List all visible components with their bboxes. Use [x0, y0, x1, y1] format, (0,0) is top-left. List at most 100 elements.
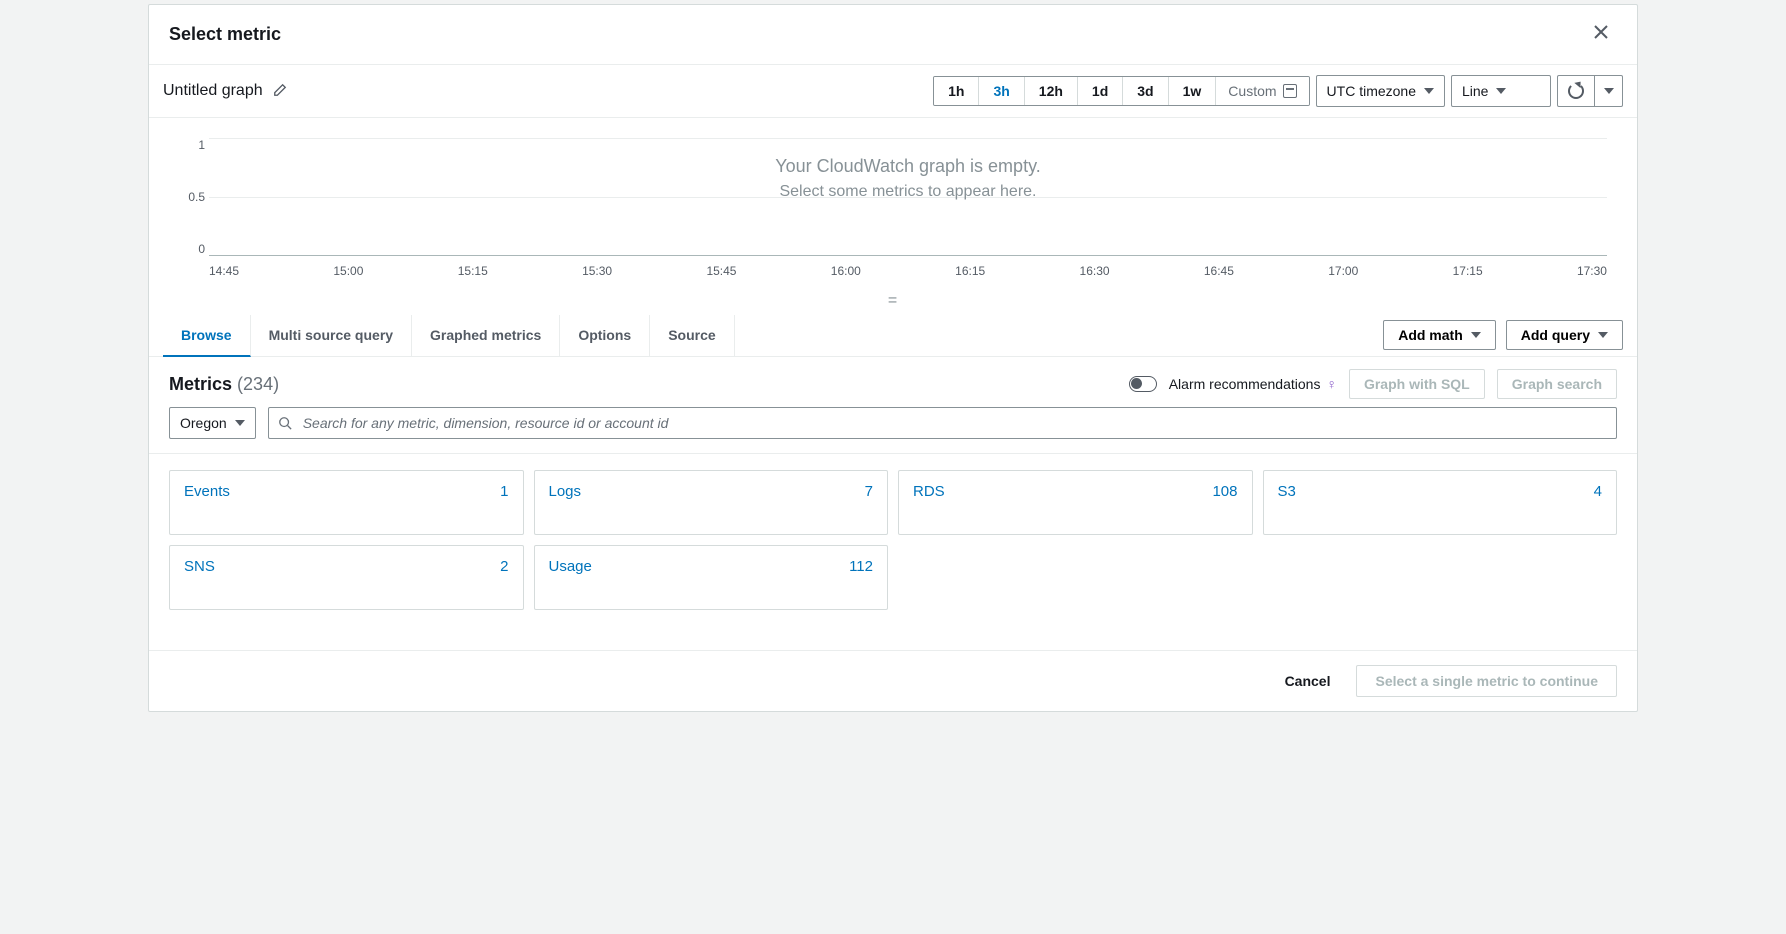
y-tick: 0: [181, 242, 205, 256]
empty-line1: Your CloudWatch graph is empty.: [209, 156, 1607, 177]
namespace-count: 1: [500, 483, 508, 500]
namespace-count: 112: [849, 558, 873, 575]
timezone-label: UTC timezone: [1327, 83, 1416, 99]
tabs: Browse Multi source query Graphed metric…: [163, 315, 735, 356]
namespace-name: Events: [184, 483, 230, 500]
chart-type-select[interactable]: Line: [1451, 75, 1551, 107]
namespace-card[interactable]: SNS 2: [169, 545, 524, 610]
chevron-down-icon: [1496, 88, 1506, 94]
tab-options[interactable]: Options: [560, 315, 650, 356]
modal-header: Select metric: [149, 5, 1637, 65]
search-icon: [278, 416, 292, 430]
range-3h[interactable]: 3h: [979, 77, 1024, 105]
chart-plot: Your CloudWatch graph is empty. Select s…: [209, 138, 1607, 256]
close-button[interactable]: [1585, 19, 1617, 50]
search-wrap: [268, 407, 1617, 439]
namespace-card[interactable]: S3 4: [1263, 470, 1618, 535]
chevron-down-icon: [1471, 332, 1481, 338]
pencil-icon: [273, 83, 287, 97]
refresh-group: [1557, 75, 1623, 107]
graph-sql-button[interactable]: Graph with SQL: [1349, 369, 1485, 399]
range-1d[interactable]: 1d: [1078, 77, 1123, 105]
alarm-recommendations-label: Alarm recommendations ♀: [1169, 376, 1337, 392]
add-query-button[interactable]: Add query: [1506, 320, 1623, 350]
namespace-name: S3: [1278, 483, 1296, 500]
y-axis: 1 0.5 0: [181, 138, 205, 256]
namespace-card[interactable]: Logs 7: [534, 470, 889, 535]
chevron-down-icon: [1604, 88, 1614, 94]
x-tick: 15:45: [706, 264, 736, 278]
namespace-count: 2: [500, 558, 508, 575]
x-tick: 15:15: [458, 264, 488, 278]
custom-label: Custom: [1228, 83, 1276, 99]
namespace-name: Usage: [549, 558, 592, 575]
time-range-group: 1h 3h 12h 1d 3d 1w Custom: [933, 76, 1309, 106]
empty-state: Your CloudWatch graph is empty. Select s…: [209, 156, 1607, 201]
range-1w[interactable]: 1w: [1169, 77, 1217, 105]
region-select[interactable]: Oregon: [169, 407, 256, 439]
metrics-header: Metrics (234) Alarm recommendations ♀ Gr…: [149, 357, 1637, 407]
empty-line2: Select some metrics to appear here.: [209, 183, 1607, 201]
range-3d[interactable]: 3d: [1123, 77, 1168, 105]
namespace-name: SNS: [184, 558, 215, 575]
tabs-row: Browse Multi source query Graphed metric…: [149, 314, 1637, 357]
range-custom[interactable]: Custom: [1216, 77, 1308, 105]
chevron-down-icon: [1598, 332, 1608, 338]
cancel-button[interactable]: Cancel: [1275, 667, 1341, 695]
alarm-toggle[interactable]: [1129, 376, 1157, 392]
resize-handle[interactable]: =: [149, 288, 1637, 314]
x-axis: 14:45 15:00 15:15 15:30 15:45 16:00 16:1…: [209, 264, 1607, 278]
calendar-icon: [1283, 84, 1297, 98]
timezone-select[interactable]: UTC timezone: [1316, 75, 1445, 107]
refresh-options-button[interactable]: [1595, 75, 1623, 107]
tab-multi-source[interactable]: Multi source query: [251, 315, 412, 356]
metrics-title: Metrics: [169, 374, 232, 394]
x-tick: 16:00: [831, 264, 861, 278]
chevron-down-icon: [1424, 88, 1434, 94]
continue-button: Select a single metric to continue: [1356, 665, 1617, 697]
graph-toolbar: Untitled graph 1h 3h 12h 1d 3d 1w Custom…: [149, 65, 1637, 118]
x-tick: 16:45: [1204, 264, 1234, 278]
graph-search-button[interactable]: Graph search: [1497, 369, 1617, 399]
add-math-label: Add math: [1398, 327, 1463, 343]
namespace-card[interactable]: Events 1: [169, 470, 524, 535]
gridline: [209, 138, 1607, 139]
y-tick: 1: [181, 138, 205, 152]
chart: 1 0.5 0 Your CloudWatch graph is empty. …: [209, 138, 1607, 278]
x-tick: 15:00: [333, 264, 363, 278]
refresh-button[interactable]: [1557, 75, 1595, 107]
metrics-actions: Alarm recommendations ♀ Graph with SQL G…: [1129, 369, 1617, 399]
namespace-count: 7: [865, 483, 873, 500]
y-tick: 0.5: [181, 190, 205, 204]
namespace-count: 108: [1212, 483, 1237, 500]
namespace-name: RDS: [913, 483, 945, 500]
tab-graphed-metrics[interactable]: Graphed metrics: [412, 315, 560, 356]
x-tick: 17:30: [1577, 264, 1607, 278]
range-12h[interactable]: 12h: [1025, 77, 1078, 105]
graph-title: Untitled graph: [163, 82, 263, 100]
x-tick: 16:15: [955, 264, 985, 278]
modal-footer: Cancel Select a single metric to continu…: [149, 650, 1637, 711]
namespace-count: 4: [1594, 483, 1602, 500]
x-tick: 16:30: [1080, 264, 1110, 278]
metrics-title-wrap: Metrics (234): [169, 374, 279, 395]
namespace-card[interactable]: RDS 108: [898, 470, 1253, 535]
x-tick: 15:30: [582, 264, 612, 278]
edit-title-button[interactable]: [273, 83, 287, 100]
range-1h[interactable]: 1h: [934, 77, 979, 105]
tab-source[interactable]: Source: [650, 315, 734, 356]
modal-title: Select metric: [169, 24, 281, 45]
x-tick: 14:45: [209, 264, 239, 278]
add-query-label: Add query: [1521, 327, 1590, 343]
graph-title-wrap: Untitled graph: [163, 82, 287, 100]
toolbar-controls: 1h 3h 12h 1d 3d 1w Custom UTC timezone L…: [933, 75, 1623, 107]
add-math-button[interactable]: Add math: [1383, 320, 1496, 350]
bulb-icon: ♀: [1326, 376, 1337, 392]
metric-search-input[interactable]: [268, 407, 1617, 439]
chart-type-label: Line: [1462, 83, 1488, 99]
namespace-card[interactable]: Usage 112: [534, 545, 889, 610]
close-icon: [1593, 24, 1609, 40]
tab-browse[interactable]: Browse: [163, 315, 251, 357]
namespace-cards: Events 1 Logs 7 RDS 108 S3 4 SNS 2 Usage…: [149, 454, 1637, 650]
select-metric-modal: Select metric Untitled graph 1h 3h 12h 1…: [148, 4, 1638, 712]
